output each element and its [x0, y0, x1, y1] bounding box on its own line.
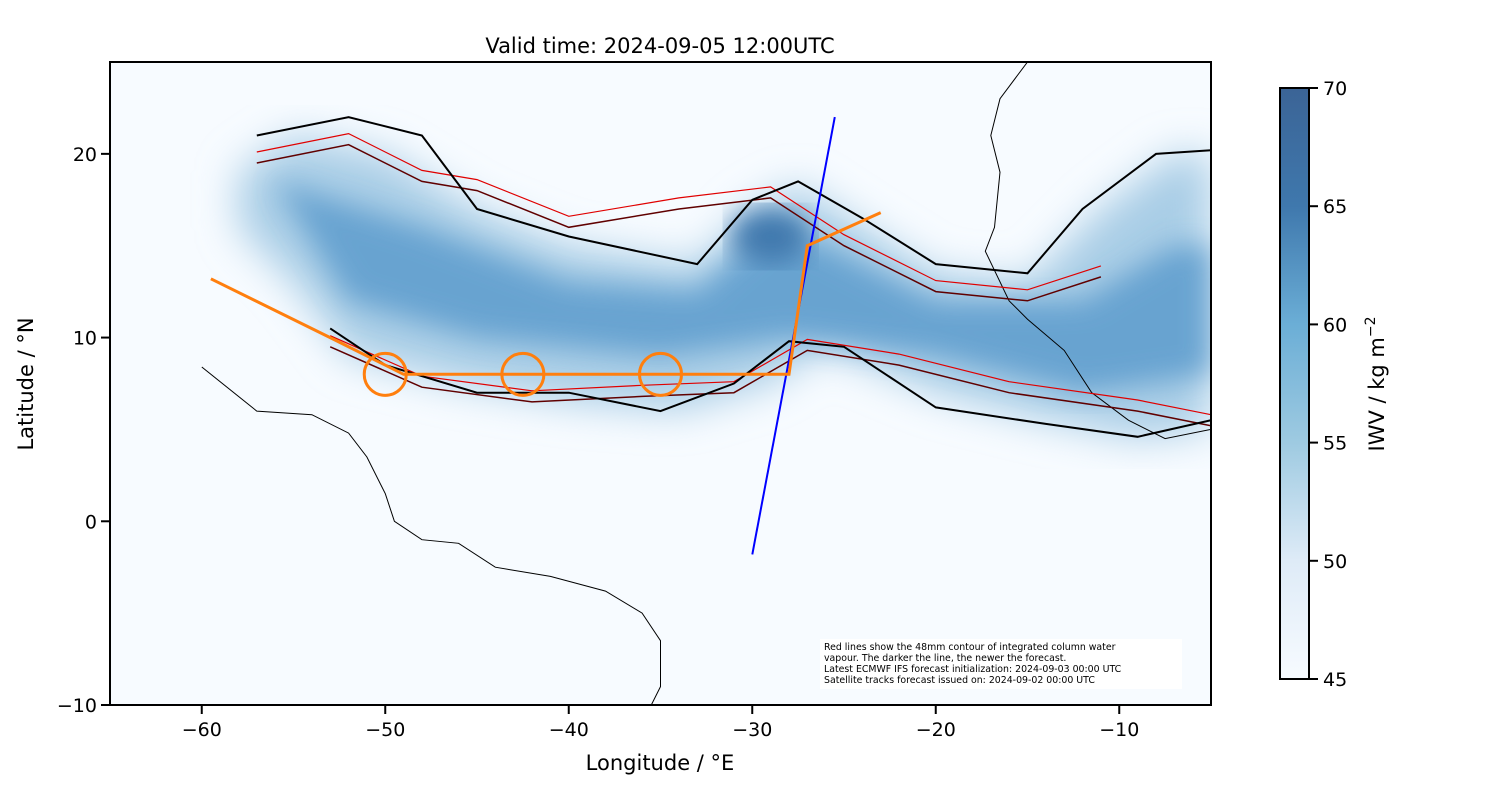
y-tick-label: 10: [73, 328, 97, 350]
colorbar-tick-label: 60: [1323, 314, 1347, 336]
coastline: [201, 366, 661, 705]
colorbar-ticks: 45 50 55 60 65 70: [1309, 78, 1347, 691]
y-tick-label: 20: [73, 144, 97, 166]
track-circle: [362, 351, 408, 397]
iwv-contour-latest: [256, 116, 1211, 275]
colorbar: [1279, 87, 1310, 680]
y-axis: −10 0 10 20: [57, 144, 110, 717]
map-frame: [109, 61, 1212, 706]
iwv-contour-mid: [329, 346, 1211, 427]
iwv-field-max: [730, 208, 811, 265]
iwv-contour-latest: [329, 327, 1211, 438]
colorbar-tick-label: 50: [1323, 551, 1347, 573]
x-tick-label: −20: [916, 719, 956, 741]
x-tick-label: −60: [182, 719, 222, 741]
colorbar-tick-label: 45: [1323, 669, 1347, 691]
coastline: [984, 62, 1211, 440]
iwv-field-core: [275, 181, 1211, 393]
flight-track: [210, 211, 882, 376]
y-tick-label: −10: [57, 695, 97, 717]
note-line: Red lines show the 48mm contour of integ…: [824, 642, 1116, 653]
x-tick-label: −10: [1099, 719, 1139, 741]
iwv-contour-old: [329, 335, 1211, 416]
x-tick-label: −40: [549, 719, 589, 741]
x-axis-label: Longitude / °E: [586, 751, 735, 775]
iwv-contour-old: [256, 132, 1102, 291]
annotation-box: Red lines show the 48mm contour of integ…: [820, 639, 1182, 689]
note-line: Satellite tracks forecast issued on: 202…: [824, 675, 1095, 686]
colorbar-tick-label: 70: [1323, 78, 1347, 100]
y-axis-label: Latitude / °N: [14, 317, 38, 450]
x-axis: −60 −50 −40 −30 −20 −10: [182, 705, 1139, 741]
track-circle: [638, 351, 683, 397]
iwv-contour-mid: [256, 143, 1102, 302]
note-line: Latest ECMWF IFS forecast initialization…: [824, 664, 1122, 675]
colorbar-tick-label: 65: [1323, 196, 1347, 218]
colorbar-tick-label: 55: [1323, 433, 1347, 455]
track-circle: [500, 351, 546, 397]
colorbar-label: IWV / kg m−2: [1363, 316, 1389, 451]
chart-title: Valid time: 2024-09-05 12:00UTC: [485, 34, 834, 58]
note-line: vapour. The darker the line, the newer t…: [824, 653, 1067, 664]
x-tick-label: −30: [732, 719, 772, 741]
map-layers: [201, 62, 1211, 705]
y-tick-label: 0: [85, 511, 97, 533]
x-tick-label: −50: [365, 719, 405, 741]
